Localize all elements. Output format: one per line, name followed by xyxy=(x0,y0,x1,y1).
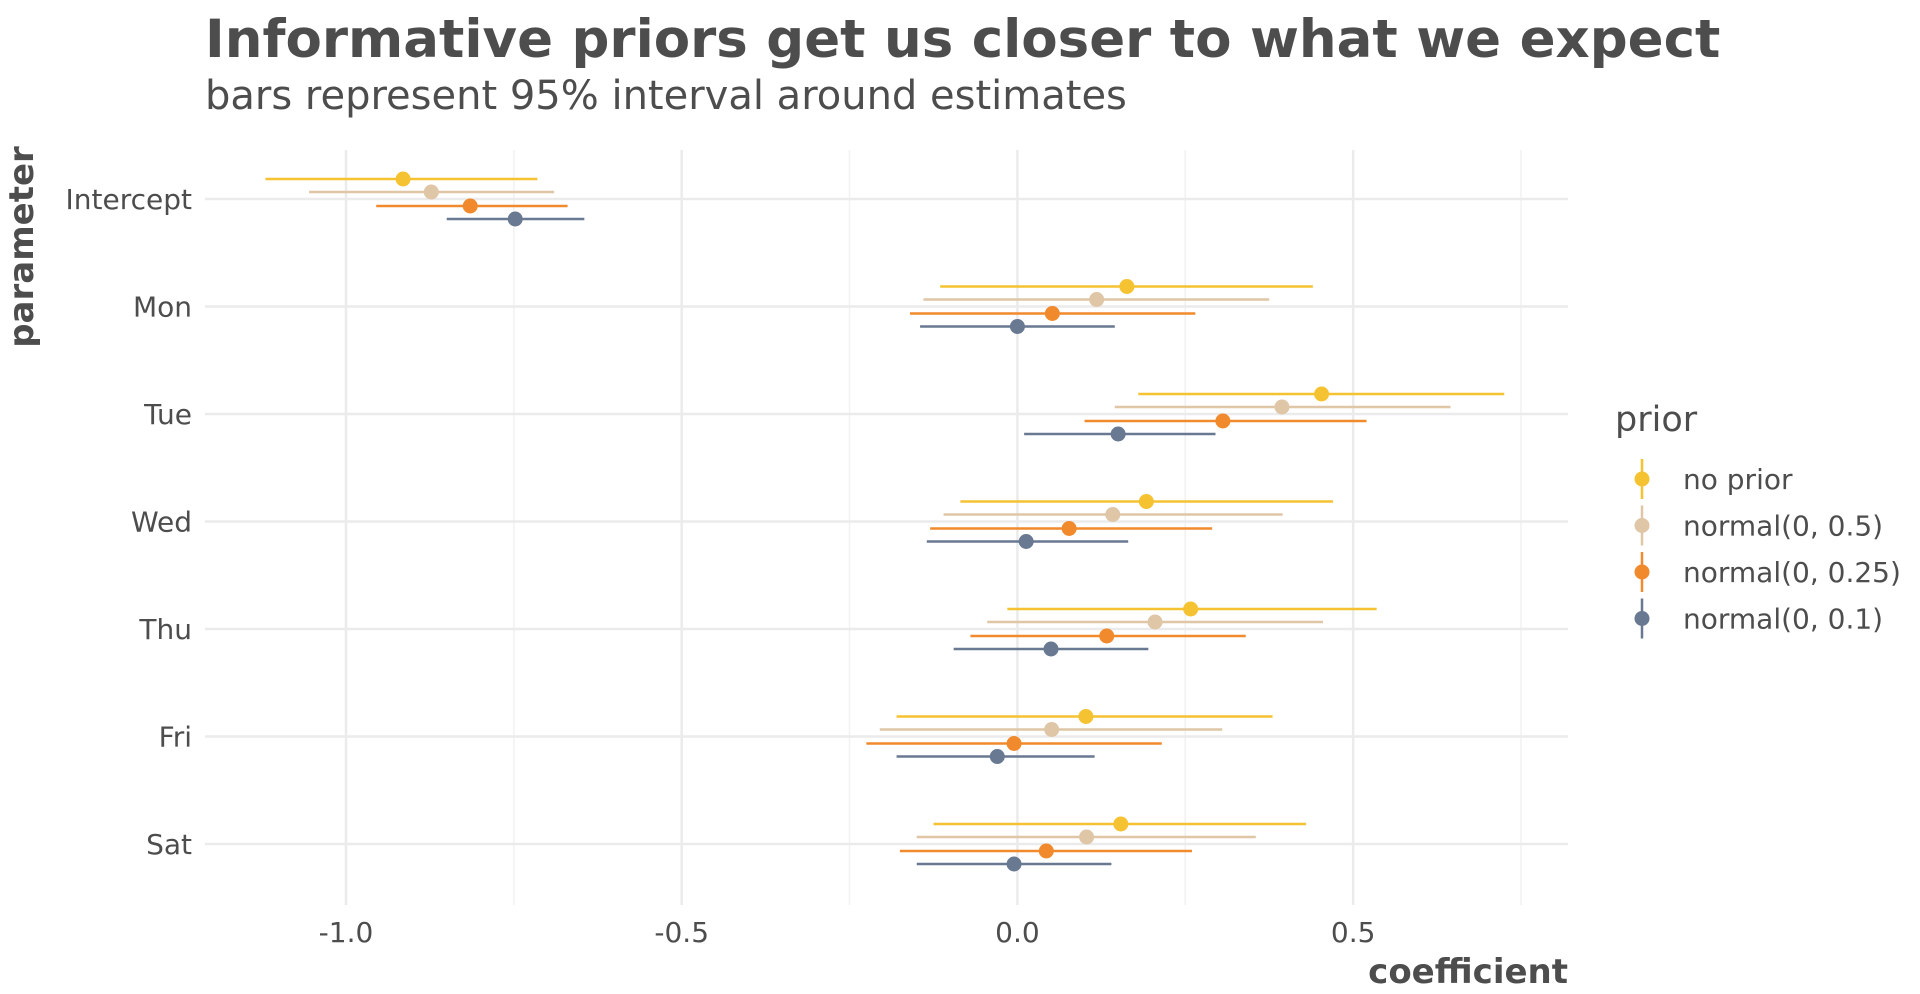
y-tick-label: Mon xyxy=(133,291,192,324)
legend-label: normal(0, 0.1) xyxy=(1683,603,1883,636)
legend-key-point xyxy=(1634,471,1650,487)
estimate-point xyxy=(1113,816,1129,832)
x-tick-label: 0.5 xyxy=(1331,916,1376,949)
y-tick-label: Sat xyxy=(146,828,192,861)
estimate-point xyxy=(1274,399,1290,415)
y-tick-label: Wed xyxy=(131,506,192,539)
y-tick-label: Thu xyxy=(138,613,192,646)
legend: prior no prior normal(0, 0.5) normal(0, 0.2… xyxy=(1615,400,1901,639)
estimate-point xyxy=(395,171,411,187)
estimate-point xyxy=(1110,426,1126,442)
estimate-point xyxy=(1215,413,1231,429)
estimate-point xyxy=(1138,494,1154,509)
legend-label: no prior xyxy=(1683,463,1793,496)
chart-subtitle: bars represent 95% interval around estim… xyxy=(205,73,1127,119)
estimate-point xyxy=(1006,736,1022,751)
y-axis-title: parameter xyxy=(2,146,42,348)
estimate-point xyxy=(1043,641,1059,657)
axes: -1.0 -0.5 0.0 0.5 Intercept Mon Tue Wed Thu Fri Sa… xyxy=(2,146,1568,992)
estimate-point xyxy=(1006,856,1022,872)
estimate-point xyxy=(1078,709,1094,724)
legend-label: normal(0, 0.25) xyxy=(1683,556,1901,589)
estimate-point xyxy=(1061,521,1077,536)
legend-key-point xyxy=(1634,518,1650,533)
estimate-point xyxy=(1044,722,1060,737)
legend-key-point xyxy=(1634,611,1650,626)
legend-key-point xyxy=(1634,564,1650,580)
estimate-point xyxy=(1089,292,1105,307)
x-axis-title: coefficient xyxy=(1368,952,1568,992)
chart-title: Informative priors get us closer to what… xyxy=(205,9,1721,70)
estimate-point xyxy=(1079,829,1095,845)
estimate-point xyxy=(1009,319,1025,334)
estimate-point xyxy=(1099,628,1115,644)
x-tick-label: -0.5 xyxy=(654,916,709,949)
estimate-point xyxy=(989,749,1005,764)
estimate-point xyxy=(1105,507,1121,522)
estimate-point xyxy=(1044,306,1060,321)
estimate-point xyxy=(1183,601,1199,617)
y-tick-label: Intercept xyxy=(66,183,193,216)
estimate-point xyxy=(462,198,478,214)
estimate-point xyxy=(1119,279,1135,294)
y-tick-label: Fri xyxy=(159,721,192,754)
x-tick-label: 0.0 xyxy=(995,916,1040,949)
estimate-point xyxy=(1038,843,1054,859)
estimate-point xyxy=(423,184,439,200)
estimate-point xyxy=(1018,534,1034,549)
estimate-point xyxy=(507,211,523,227)
y-tick-label: Tue xyxy=(143,398,192,431)
estimate-point xyxy=(1147,614,1163,630)
estimate-point xyxy=(1314,386,1330,402)
legend-label: normal(0, 0.5) xyxy=(1683,510,1883,543)
grid-lines xyxy=(205,150,1568,905)
chart-marks xyxy=(265,171,1505,872)
legend-title: prior xyxy=(1615,400,1698,440)
x-tick-label: -1.0 xyxy=(319,916,374,949)
